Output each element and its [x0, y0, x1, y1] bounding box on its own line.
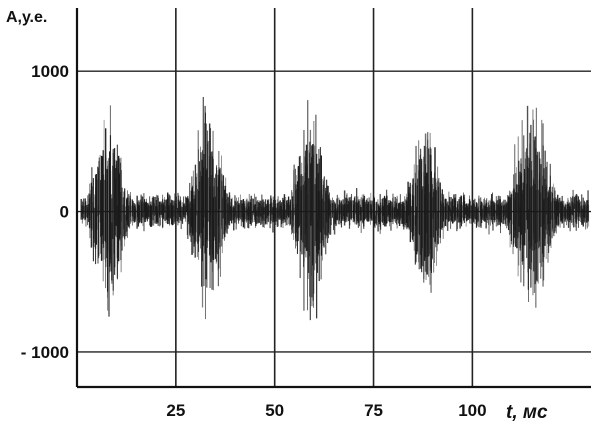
y-tick-label: - 1000	[21, 343, 69, 362]
y-tick-labels: 1000 0 - 1000	[21, 62, 69, 362]
y-tick-label: 0	[60, 203, 69, 222]
x-tick-label: 75	[364, 401, 383, 420]
x-tick-labels: 25 50 75 100	[166, 401, 486, 420]
x-axis-label: t, мс	[506, 402, 548, 423]
y-tick-label: 1000	[31, 62, 69, 81]
x-tick-label: 25	[166, 401, 185, 420]
signal-trace	[80, 97, 590, 321]
axes	[75, 8, 591, 389]
x-tick-label: 50	[265, 401, 284, 420]
x-tick-label: 100	[458, 401, 486, 420]
y-axis-label: A,у.е.	[6, 9, 47, 26]
